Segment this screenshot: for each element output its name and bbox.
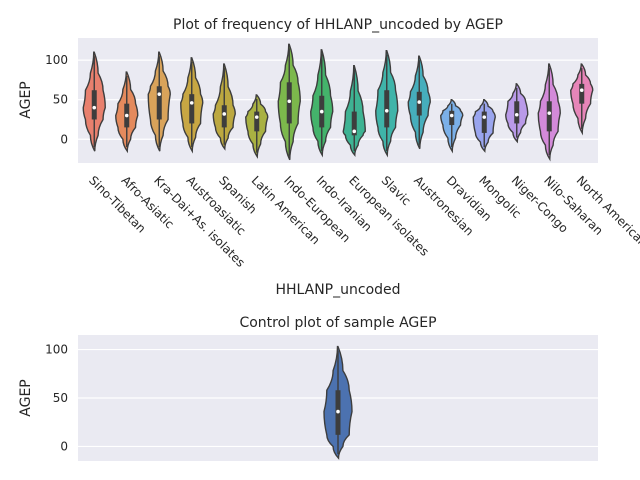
- y-axis-label-bottom: AGEP: [18, 379, 34, 416]
- iqr-box-0-5: [254, 111, 260, 132]
- y-tick-label-1-0: 0: [60, 439, 68, 453]
- chart-top: 0 50 100 Sino-TibetanAfro-AsiaticKra-Dai+A…: [18, 17, 640, 298]
- y-tick-label-1-2: 100: [45, 343, 68, 357]
- median-dot-0-0: [92, 105, 97, 110]
- y-tick-label-0-1: 50: [53, 93, 68, 107]
- iqr-box-0-11: [449, 110, 455, 126]
- y-tick-label-1-1: 50: [53, 391, 68, 405]
- chart-title-top: Plot of frequency of HHLANP_uncoded by A…: [173, 17, 503, 33]
- violins-bottom: [323, 345, 353, 460]
- median-dot-0-10: [417, 100, 422, 104]
- median-dot-0-8: [352, 129, 357, 134]
- x-axis-label-top: HHLANP_uncoded: [275, 282, 400, 298]
- iqr-box-0-14: [546, 101, 552, 132]
- median-dot-0-15: [579, 88, 584, 93]
- iqr-box-0-4: [221, 105, 227, 128]
- median-dot-0-13: [514, 112, 519, 117]
- y-tick-label-0-2: 100: [45, 53, 68, 67]
- median-dot-0-2: [157, 92, 162, 96]
- median-dot-0-9: [384, 108, 389, 113]
- median-dot-0-1: [124, 113, 129, 118]
- median-dot-0-7: [319, 109, 324, 114]
- iqr-box-0-8: [351, 111, 357, 136]
- median-dot-1-0: [336, 409, 340, 414]
- iqr-box-0-13: [514, 101, 520, 124]
- y-ticks-top: 0 50 100: [45, 53, 68, 146]
- iqr-box-0-15: [579, 83, 585, 104]
- median-dot-0-5: [254, 115, 259, 119]
- median-dot-0-3: [189, 101, 194, 105]
- iqr-box-0-2: [156, 86, 162, 120]
- iqr-box-0-9: [384, 90, 390, 128]
- iqr-box-0-12: [481, 111, 487, 133]
- y-ticks-bottom: 0 50 100: [45, 343, 68, 454]
- median-dot-0-4: [222, 112, 227, 116]
- iqr-box-0-0: [91, 90, 97, 120]
- iqr-box-0-3: [189, 94, 195, 124]
- chart-title-bottom: Control plot of sample AGEP: [239, 315, 436, 331]
- y-axis-label-top: AGEP: [18, 81, 34, 118]
- chart-bottom: 0 50 100 Control plot of sample AGEP AGEP: [18, 315, 598, 461]
- violins-top: [82, 43, 594, 162]
- median-dot-0-11: [449, 113, 454, 118]
- y-tick-label-0-0: 0: [60, 132, 68, 146]
- median-dot-0-6: [287, 99, 292, 104]
- median-dot-0-12: [482, 115, 487, 119]
- median-dot-0-14: [547, 111, 552, 115]
